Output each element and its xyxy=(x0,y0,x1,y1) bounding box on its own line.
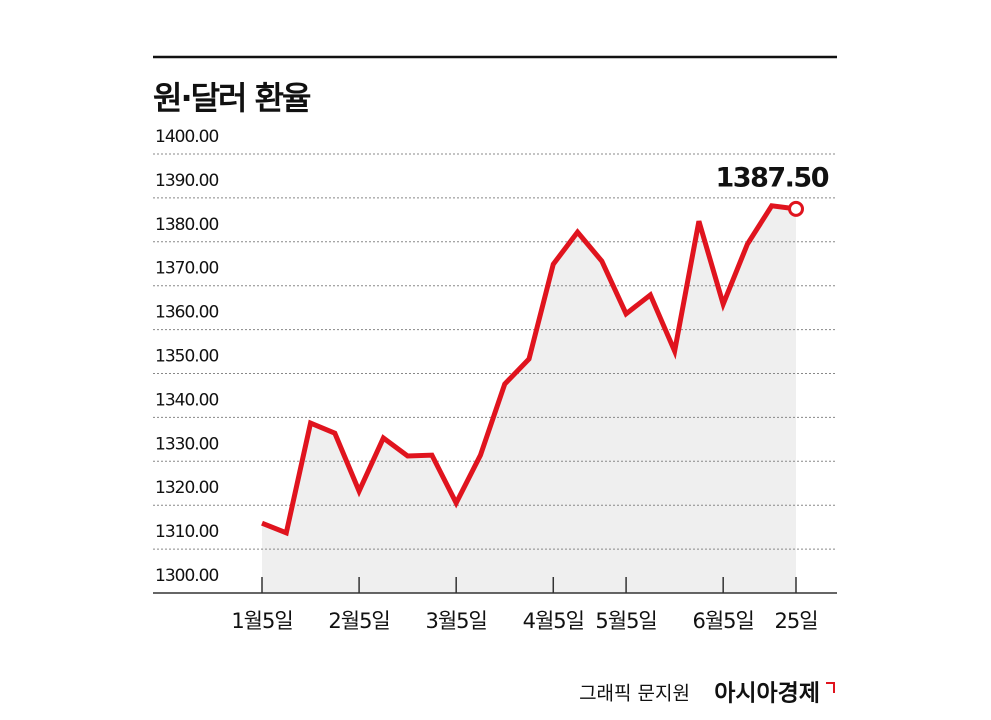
line xyxy=(261,203,797,537)
y-tick-label: 1340.00 xyxy=(155,390,218,410)
y-tick-label: 1310.00 xyxy=(155,522,218,542)
x-tick-label: 6월5일 xyxy=(692,609,753,633)
x-tick-label: 4월5일 xyxy=(523,609,584,633)
x-tick-label: 3월5일 xyxy=(425,609,486,633)
x-tick-label: 1월5일 xyxy=(231,609,292,633)
end-marker xyxy=(788,200,804,217)
x-tick-label: 5월5일 xyxy=(595,609,656,633)
x-tick-label: 25일 xyxy=(774,609,817,633)
y-tick-label: 1330.00 xyxy=(155,434,218,454)
y-tick-label: 1400.00 xyxy=(155,127,218,147)
y-tick-label: 1300.00 xyxy=(155,566,218,586)
value-label: 1387.50 xyxy=(716,162,829,193)
chart-title: 원·달러 환율 xyxy=(153,79,311,117)
y-tick-label: 1390.00 xyxy=(155,171,218,191)
source: 아시아경제 xyxy=(714,681,820,707)
x-tick-label: 2월5일 xyxy=(328,609,389,633)
y-tick-label: 1380.00 xyxy=(155,215,218,235)
y-tick-label: 1370.00 xyxy=(155,259,218,279)
y-tick-label: 1350.00 xyxy=(155,347,218,367)
credit: 그래픽 문지원 xyxy=(579,683,690,705)
logo-mark xyxy=(826,682,835,693)
y-tick-label: 1320.00 xyxy=(155,478,218,498)
y-tick-label: 1360.00 xyxy=(155,303,218,323)
area xyxy=(262,205,796,593)
